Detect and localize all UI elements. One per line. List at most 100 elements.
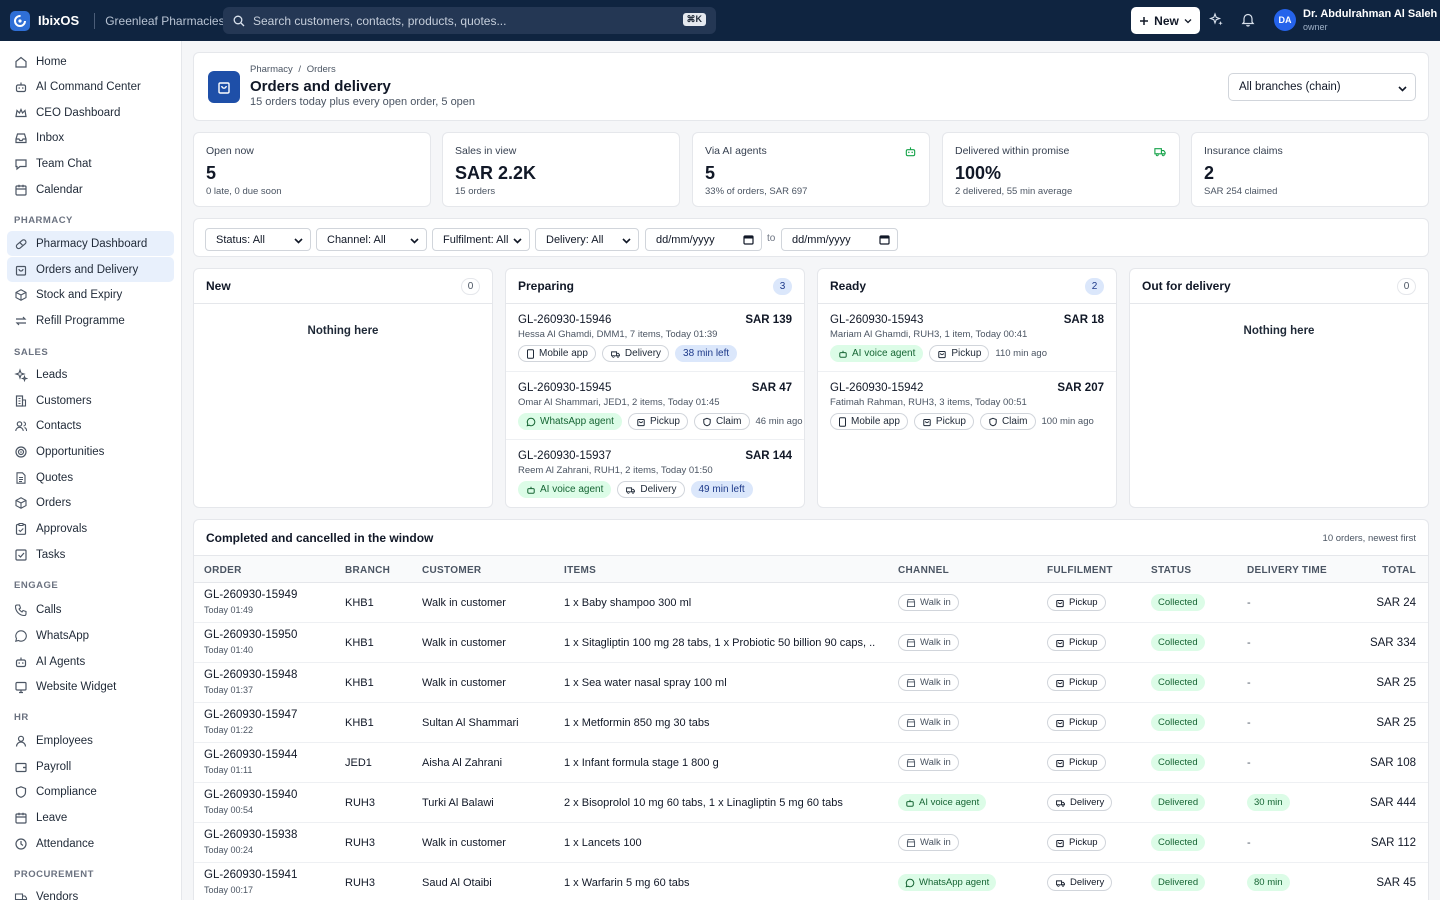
sidebar-item-label: AI Command Center bbox=[36, 80, 141, 93]
column-header-order[interactable]: ORDER bbox=[204, 565, 242, 576]
sidebar-item-ai-agents[interactable]: AI Agents bbox=[7, 649, 174, 674]
order-card[interactable]: GL-260930-15946 SAR 139 Hessa Al Ghamdi,… bbox=[506, 304, 804, 372]
global-search-input[interactable]: Search customers, contacts, products, qu… bbox=[223, 7, 716, 34]
sidebar-item-orders-and-delivery[interactable]: Orders and Delivery bbox=[7, 257, 174, 282]
kpi-sub: 2 delivered, 55 min average bbox=[955, 186, 1073, 197]
column-header-fulfilment[interactable]: FULFILMENT bbox=[1047, 565, 1113, 576]
order-id[interactable]: GL-260930-15941 bbox=[204, 869, 298, 881]
new-button[interactable]: New bbox=[1131, 7, 1200, 34]
sidebar-item-label: Website Widget bbox=[36, 680, 117, 693]
table-row[interactable]: GL-260930-15948 Today 01:37 KHB1 Walk in cu… bbox=[194, 663, 1428, 703]
sidebar-item-calendar[interactable]: Calendar bbox=[7, 177, 174, 202]
column-divider bbox=[194, 303, 492, 304]
breadcrumb-pharmacy[interactable]: Pharmacy bbox=[250, 64, 293, 75]
table-note: 10 orders, newest first bbox=[1322, 533, 1416, 544]
column-header-branch[interactable]: BRANCH bbox=[345, 565, 391, 576]
table-row[interactable]: GL-260930-15947 Today 01:22 KHB1 Sultan Al … bbox=[194, 703, 1428, 743]
order-card[interactable]: GL-260930-15942 SAR 207 Fatimah Rahman, … bbox=[818, 372, 1116, 440]
shield-icon bbox=[15, 785, 27, 798]
column-header-items[interactable]: ITEMS bbox=[564, 565, 597, 576]
sidebar-item-opportunities[interactable]: Opportunities bbox=[7, 439, 174, 464]
status-filter-select[interactable]: Status: All bbox=[205, 228, 311, 251]
search-shortcut-badge: ⌘K bbox=[682, 13, 706, 26]
channel-filter-select[interactable]: Channel: All bbox=[316, 228, 427, 251]
time-left-tag: 38 min left bbox=[675, 345, 738, 362]
board-column-ready: Ready 2 GL-260930-15943 SAR 18 Mariam Al… bbox=[817, 268, 1117, 508]
order-time: Today 01:22 bbox=[204, 725, 254, 735]
order-card[interactable]: GL-260930-15945 SAR 47 Omar Al Shammari,… bbox=[506, 372, 804, 440]
box-icon bbox=[15, 288, 27, 301]
user-name[interactable]: Dr. Abdulrahman Al Saleh bbox=[1303, 8, 1438, 20]
order-id[interactable]: GL-260930-15950 bbox=[204, 629, 298, 641]
sidebar-item-ceo-dashboard[interactable]: CEO Dashboard bbox=[7, 100, 174, 125]
app-name[interactable]: IbixOS bbox=[38, 13, 80, 28]
sidebar-item-approvals[interactable]: Approvals bbox=[7, 516, 174, 541]
sidebar-item-stock-and-expiry[interactable]: Stock and Expiry bbox=[7, 282, 174, 307]
total-cell: SAR 24 bbox=[1376, 597, 1416, 609]
sidebar-item-label: Quotes bbox=[36, 471, 74, 484]
sidebar-item-compliance[interactable]: Compliance bbox=[7, 779, 174, 804]
bell-icon[interactable] bbox=[1241, 12, 1255, 27]
org-name[interactable]: Greenleaf Pharmacies bbox=[105, 13, 225, 28]
table-row[interactable]: GL-260930-15950 Today 01:40 KHB1 Walk in cu… bbox=[194, 623, 1428, 663]
order-card[interactable]: GL-260930-15937 SAR 144 Reem Al Zahrani,… bbox=[506, 440, 804, 508]
order-card[interactable]: GL-260930-15943 SAR 18 Mariam Al Ghamdi,… bbox=[818, 304, 1116, 372]
sidebar-item-tasks[interactable]: Tasks bbox=[7, 542, 174, 567]
items-cell: 2 x Bisoprolol 10 mg 60 tabs, 1 x Linagl… bbox=[564, 797, 843, 809]
sidebar-item-payroll[interactable]: Payroll bbox=[7, 754, 174, 779]
table-row[interactable]: GL-260930-15940 Today 00:54 RUH3 Turki Al B… bbox=[194, 783, 1428, 823]
items-cell: 1 x Baby shampoo 300 ml bbox=[564, 597, 692, 609]
column-header-total[interactable]: TOTAL bbox=[1382, 565, 1416, 576]
sidebar-section-pharmacy: PHARMACY bbox=[14, 215, 73, 226]
order-id[interactable]: GL-260930-15944 bbox=[204, 749, 298, 761]
sparkle-icon bbox=[14, 367, 28, 382]
sidebar-item-calls[interactable]: Calls bbox=[7, 597, 174, 622]
sidebar-item-inbox[interactable]: Inbox bbox=[7, 125, 174, 150]
sidebar-item-leave[interactable]: Leave bbox=[7, 805, 174, 830]
breadcrumb-orders[interactable]: Orders bbox=[306, 64, 336, 75]
user-avatar[interactable]: DA bbox=[1274, 9, 1296, 31]
store-icon bbox=[906, 638, 916, 647]
channel-tag: Mobile app bbox=[830, 413, 908, 430]
sidebar-item-contacts[interactable]: Contacts bbox=[7, 413, 174, 438]
sidebar-item-leads[interactable]: Leads bbox=[7, 362, 174, 387]
sidebar-item-pharmacy-dashboard[interactable]: Pharmacy Dashboard bbox=[7, 231, 174, 256]
bag-icon bbox=[1056, 719, 1064, 727]
table-row[interactable]: GL-260930-15944 Today 01:11 JED1 Aisha Al Z… bbox=[194, 743, 1428, 783]
sidebar-section-engage: ENGAGE bbox=[14, 580, 59, 591]
order-id[interactable]: GL-260930-15947 bbox=[204, 709, 298, 721]
column-header-status[interactable]: STATUS bbox=[1151, 565, 1192, 576]
shield-icon bbox=[989, 417, 997, 426]
branch-select[interactable]: All branches (chain) bbox=[1228, 73, 1416, 101]
sparkle-icon[interactable] bbox=[1209, 12, 1224, 27]
column-header-channel[interactable]: CHANNEL bbox=[898, 565, 949, 576]
sidebar-item-website-widget[interactable]: Website Widget bbox=[7, 674, 174, 699]
table-row[interactable]: GL-260930-15938 Today 00:24 RUH3 Walk in cu… bbox=[194, 823, 1428, 863]
sidebar-item-home[interactable]: Home bbox=[7, 49, 174, 74]
app-logo-icon[interactable] bbox=[10, 10, 30, 31]
sidebar-item-refill-programme[interactable]: Refill Programme bbox=[7, 308, 174, 333]
order-id[interactable]: GL-260930-15938 bbox=[204, 829, 298, 841]
date-to-input[interactable]: dd/mm/yyyy bbox=[781, 228, 898, 251]
sidebar-item-vendors[interactable]: Vendors bbox=[7, 884, 174, 900]
order-id[interactable]: GL-260930-15948 bbox=[204, 669, 298, 681]
column-header-delivery-time[interactable]: DELIVERY TIME bbox=[1247, 565, 1328, 576]
sidebar-item-quotes[interactable]: Quotes bbox=[7, 465, 174, 490]
status-label: Delivered bbox=[1158, 797, 1199, 808]
date-from-input[interactable]: dd/mm/yyyy bbox=[645, 228, 762, 251]
column-header-customer[interactable]: CUSTOMER bbox=[422, 565, 482, 576]
fulfilment-filter-select[interactable]: Fulfilment: All bbox=[432, 228, 530, 251]
delivery-filter-select[interactable]: Delivery: All bbox=[535, 228, 639, 251]
sidebar-item-team-chat[interactable]: Team Chat bbox=[7, 151, 174, 176]
table-row[interactable]: GL-260930-15949 Today 01:49 KHB1 Walk in cu… bbox=[194, 583, 1428, 623]
sidebar-item-employees[interactable]: Employees bbox=[7, 728, 174, 753]
table-row[interactable]: GL-260930-15941 Today 00:17 RUH3 Saud Al Ot… bbox=[194, 863, 1428, 900]
sidebar-item-customers[interactable]: Customers bbox=[7, 388, 174, 413]
sidebar-item-orders[interactable]: Orders bbox=[7, 490, 174, 515]
sidebar-item-ai-command-center[interactable]: AI Command Center bbox=[7, 74, 174, 99]
order-id[interactable]: GL-260930-15940 bbox=[204, 789, 298, 801]
order-id[interactable]: GL-260930-15949 bbox=[204, 589, 298, 601]
sidebar-item-whatsapp[interactable]: WhatsApp bbox=[7, 623, 174, 648]
order-age: 110 min ago bbox=[995, 348, 1047, 359]
sidebar-item-attendance[interactable]: Attendance bbox=[7, 831, 174, 856]
